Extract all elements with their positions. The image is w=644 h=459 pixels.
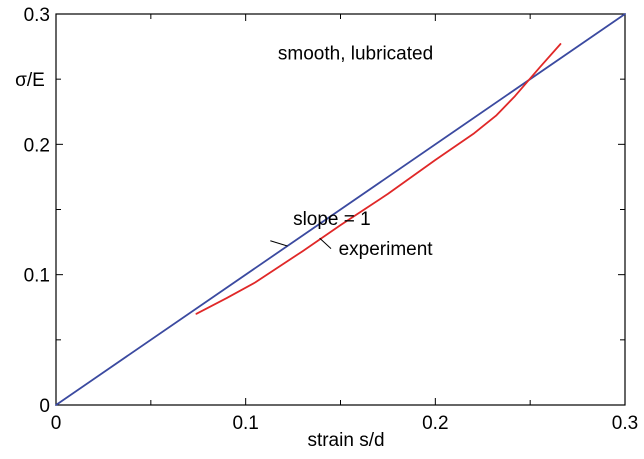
y-tick-label: 0.2 (24, 135, 50, 156)
annotation-pointer-experiment-label (319, 237, 332, 249)
annotation-pointer-slope-label (270, 240, 288, 247)
y-tick-label: 0 (39, 396, 50, 417)
y-tick-label: 0.1 (24, 266, 50, 287)
annotation-layer: smooth, lubricated slope = 1 experiment (270, 44, 434, 260)
annotation-slope-label: slope = 1 (293, 209, 371, 230)
x-tick-label: 0.3 (612, 413, 638, 434)
axis-tick-labels: 0 0.1 0.2 0.3 0 0.1 0.2 0.3 (24, 5, 639, 434)
x-tick-label: 0.2 (422, 413, 448, 434)
x-tick-label: 0.1 (232, 413, 258, 434)
axis-ticks (55, 13, 626, 406)
series-layer (55, 13, 626, 406)
annotation-experiment-label: experiment (339, 239, 434, 260)
y-tick-label: 0.3 (24, 5, 50, 26)
x-axis-title: strain s/d (307, 430, 384, 451)
y-axis-title: σ/E (15, 70, 45, 91)
annotation-condition: smooth, lubricated (278, 44, 433, 65)
x-tick-label: 0 (51, 413, 62, 434)
series-line-experiment (195, 43, 562, 315)
